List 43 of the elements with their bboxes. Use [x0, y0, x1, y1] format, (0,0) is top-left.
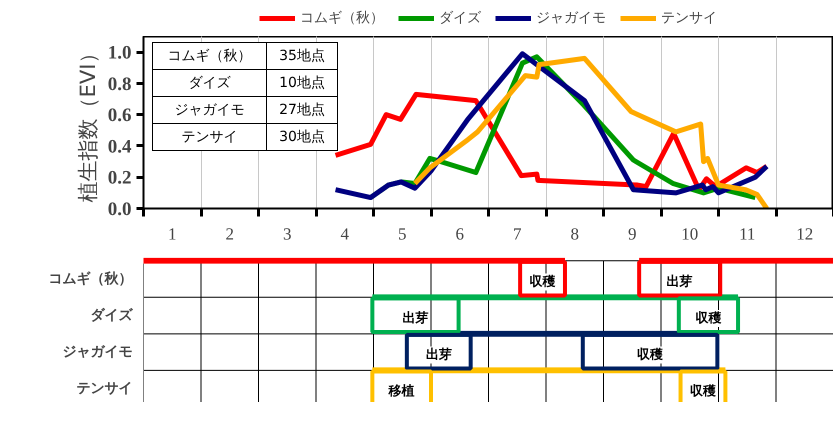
data-label: 収穫: [690, 384, 716, 400]
annotation: 35地点: [266, 42, 338, 70]
y-tick-label: ジャガイモ: [62, 344, 132, 360]
x-tick-label: 3: [283, 224, 292, 244]
x-tick-label: 9: [628, 224, 636, 244]
x-tick-label: 2: [226, 224, 234, 244]
y-tick-label: 0.0: [108, 199, 132, 220]
legend-label: ダイズ: [439, 9, 481, 27]
annotation: テンサイ: [152, 124, 267, 150]
y-tick-label: 0.6: [108, 105, 132, 126]
y-tick-label: 0.2: [108, 168, 132, 189]
annotation: 10地点: [266, 70, 338, 96]
x-tick-label: 6: [456, 224, 464, 244]
x-tick-label: 11: [739, 224, 756, 244]
annotation: 27地点: [266, 96, 338, 124]
x-tick-label: 1: [168, 224, 176, 244]
y-tick-label: ダイズ: [90, 308, 134, 324]
data-label: 収穫: [530, 274, 556, 290]
data-label: 収穫: [695, 310, 722, 326]
y-tick-label: 0.4: [108, 136, 132, 158]
annotation: 30地点: [266, 124, 338, 150]
data-label: 出芽: [426, 348, 452, 363]
y-tick-label: 1.0: [108, 42, 132, 64]
legend-label: テンサイ: [661, 9, 717, 27]
y-tick-label: コムギ（秋）: [48, 271, 132, 288]
x-tick-label: 4: [340, 224, 350, 244]
data-label: 収穫: [637, 348, 664, 363]
x-tick-label: 7: [513, 224, 522, 244]
annotation: コムギ（秋）: [152, 42, 267, 70]
data-label: 出芽: [402, 310, 428, 326]
annotation: ダイズ: [152, 70, 267, 96]
y-axis-title: 植生指数（EVI）: [76, 42, 100, 202]
data-label: 出芽: [666, 274, 693, 290]
data-label: 移植: [388, 384, 415, 400]
legend-label: コムギ（秋）: [300, 9, 384, 27]
y-tick-label: テンサイ: [76, 380, 132, 397]
x-tick-label: 5: [398, 224, 406, 244]
x-tick-label: 12: [796, 224, 814, 244]
x-tick-label: 8: [570, 224, 579, 244]
y-tick-label: 0.8: [108, 74, 132, 95]
legend-label: ジャガイモ: [536, 9, 606, 27]
x-tick-label: 10: [681, 224, 698, 244]
annotation: ジャガイモ: [152, 96, 267, 124]
